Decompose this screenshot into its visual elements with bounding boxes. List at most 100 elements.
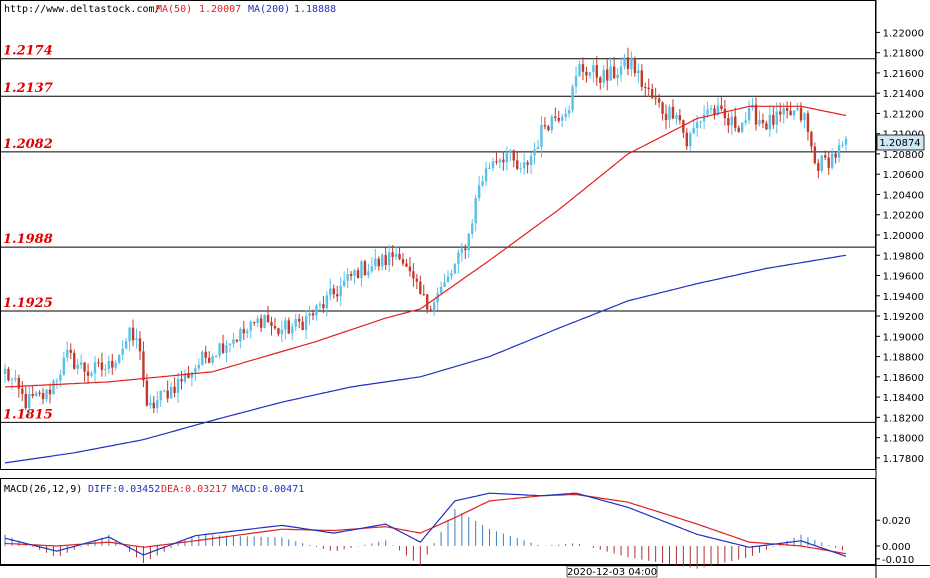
candle-body: [149, 402, 152, 406]
candle-body: [249, 321, 252, 331]
candle-body: [76, 364, 79, 369]
candle-body: [28, 393, 31, 409]
candle-body: [138, 338, 142, 352]
level-label: 1.1815: [3, 407, 53, 422]
candle-body: [93, 362, 97, 374]
y-tick-label: 1.21600: [883, 69, 924, 80]
candle-body: [650, 89, 654, 98]
candle-body: [595, 65, 599, 78]
candle-body: [446, 276, 450, 283]
candle-body: [689, 133, 692, 147]
candle-body: [747, 107, 751, 121]
candle-body: [432, 302, 436, 311]
candle-body: [183, 373, 187, 382]
candle-body: [623, 57, 626, 67]
candle-body: [225, 345, 228, 353]
candle-body: [97, 362, 100, 364]
candle-body: [522, 162, 526, 169]
candle-body: [599, 77, 602, 83]
candle-body: [761, 120, 765, 124]
candle-body: [789, 110, 792, 116]
candle-body: [124, 341, 128, 349]
candle-body: [775, 111, 778, 125]
candle-body: [353, 270, 356, 276]
candle-body: [207, 357, 211, 363]
candle-body: [55, 380, 59, 382]
candle-body: [73, 352, 76, 369]
candle-body: [294, 318, 297, 327]
candle-body: [574, 75, 578, 87]
candle-body: [304, 316, 308, 330]
candle-body: [540, 124, 543, 148]
y-tick-label: 1.21800: [883, 49, 924, 60]
candle-body: [779, 111, 782, 115]
candle-body: [505, 153, 509, 163]
candle-body: [228, 343, 232, 346]
candle-body: [682, 120, 685, 133]
y-tick-label: 1.21200: [883, 109, 924, 120]
candle-body: [477, 185, 481, 199]
macd-dea-label: DEA:0.03217: [161, 484, 227, 495]
level-label: 1.1988: [3, 232, 53, 247]
candle-body: [654, 97, 657, 99]
candle-body: [457, 252, 460, 264]
main-plot-frame: [0, 0, 876, 470]
candle-body: [699, 121, 702, 123]
candle-body: [512, 150, 515, 161]
candle-body: [232, 339, 235, 344]
time-label-box: [566, 565, 658, 578]
candle-body: [498, 159, 502, 163]
candle-body: [242, 329, 246, 334]
candle-body: [398, 254, 401, 260]
candle-body: [332, 288, 335, 295]
candle-body: [426, 294, 429, 310]
candle-body: [796, 107, 799, 111]
candle-body: [592, 65, 595, 73]
y-tick-label: 1.18400: [883, 393, 924, 404]
candle-body: [111, 360, 114, 368]
candle-body: [616, 74, 619, 78]
candle-body: [730, 116, 733, 126]
candle-body: [121, 348, 124, 355]
y-tick-label: 1.20400: [883, 190, 924, 201]
candle-body: [495, 161, 498, 163]
candle-body: [377, 258, 380, 267]
candle-body: [450, 273, 453, 277]
candle-body: [412, 271, 415, 279]
candle-body: [740, 122, 744, 132]
candle-body: [817, 162, 820, 171]
candle-body: [315, 305, 318, 316]
candle-body: [336, 294, 339, 297]
candle-body: [197, 364, 201, 369]
candle-body: [214, 355, 218, 357]
candle-body: [52, 380, 55, 395]
candle-body: [609, 66, 612, 81]
y-tick-label: 1.17800: [883, 454, 924, 465]
candle-body: [561, 116, 564, 121]
candle-body: [280, 329, 284, 335]
candle-body: [311, 313, 315, 316]
candle-body: [277, 328, 280, 335]
candle-body: [768, 115, 772, 130]
candle-body: [387, 252, 391, 266]
candle-body: [329, 288, 332, 296]
ma200-value: 1.18888: [294, 4, 336, 15]
candle-body: [754, 104, 758, 125]
candle-body: [550, 116, 554, 131]
candle-body: [14, 377, 17, 380]
candle-body: [474, 198, 477, 224]
candle-body: [370, 266, 374, 272]
candle-body: [360, 261, 363, 279]
candle-body: [844, 138, 848, 145]
candle-body: [7, 368, 10, 381]
candle-body: [803, 113, 806, 121]
candle-body: [543, 124, 547, 127]
candle-body: [107, 360, 111, 369]
candle-body: [727, 118, 730, 126]
candle-body: [256, 318, 259, 324]
y-tick-label: 1.20000: [883, 231, 924, 242]
level-label: 1.2082: [3, 137, 53, 152]
candle-body: [692, 128, 695, 134]
candle-body: [156, 400, 159, 409]
